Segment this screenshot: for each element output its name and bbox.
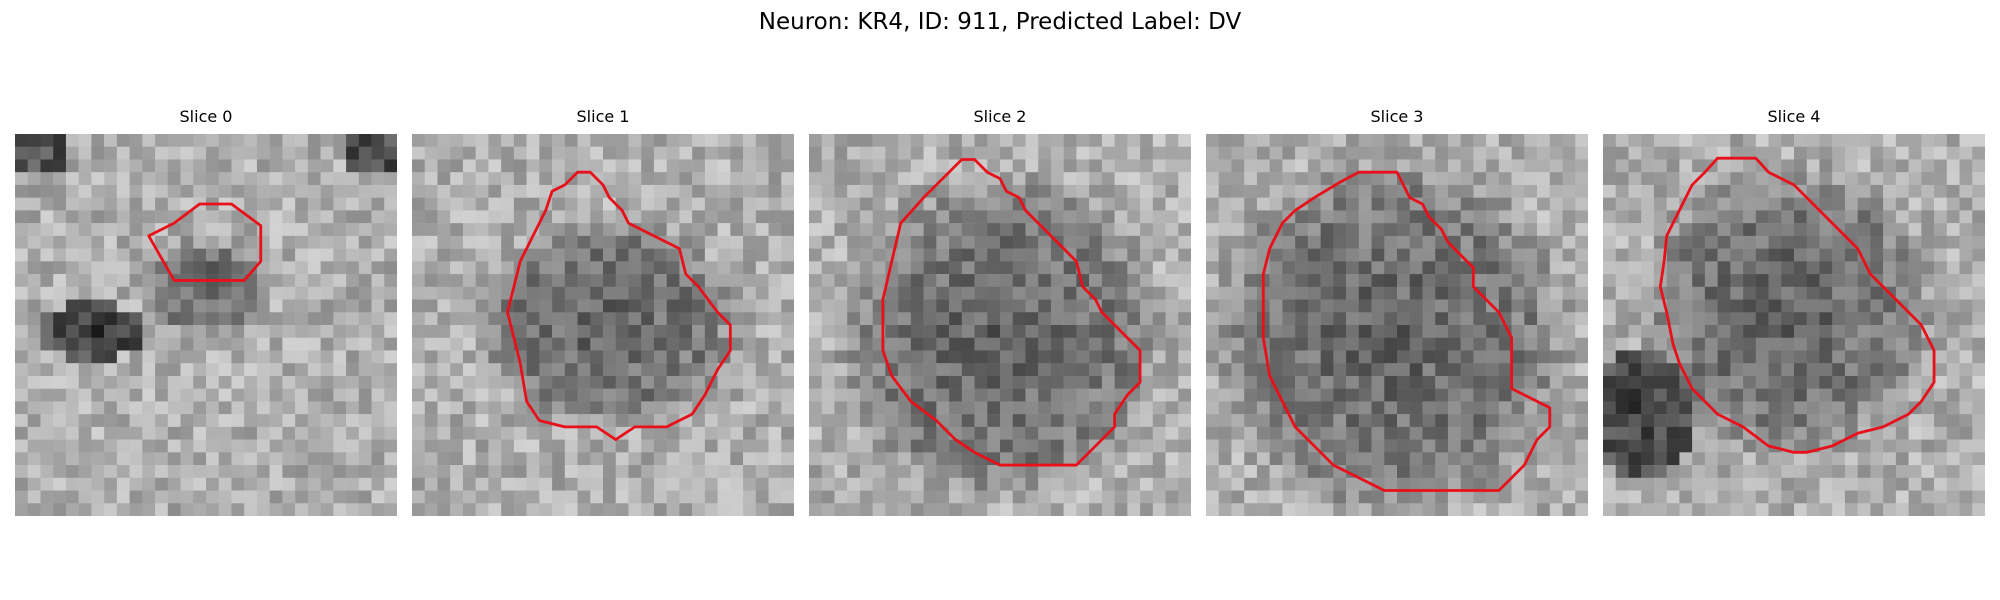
slice-image-4	[1603, 134, 1985, 516]
neuron-contour-2	[881, 158, 1142, 467]
neuron-contour-0	[147, 202, 263, 282]
slice-image-1	[412, 134, 794, 516]
neuron-contour-1	[506, 170, 732, 442]
slice-title-0: Slice 0	[179, 107, 233, 126]
slice-title-2: Slice 2	[973, 107, 1027, 126]
slice-image-2	[809, 134, 1191, 516]
slice-pixels-0	[15, 134, 397, 516]
slice-pixels-2	[809, 134, 1191, 516]
slice-pixels-4	[1603, 134, 1985, 516]
slice-title-4: Slice 4	[1767, 107, 1821, 126]
slice-title-1: Slice 1	[576, 107, 630, 126]
slice-image-0	[15, 134, 397, 516]
slice-pixels-3	[1206, 134, 1588, 516]
figure-title: Neuron: KR4, ID: 911, Predicted Label: D…	[758, 9, 1242, 35]
slice-title-3: Slice 3	[1370, 107, 1424, 126]
neuron-contour-4	[1658, 156, 1936, 454]
neuron-contour-3	[1261, 170, 1552, 492]
slice-pixels-1	[412, 134, 794, 516]
slice-image-3	[1206, 134, 1588, 516]
